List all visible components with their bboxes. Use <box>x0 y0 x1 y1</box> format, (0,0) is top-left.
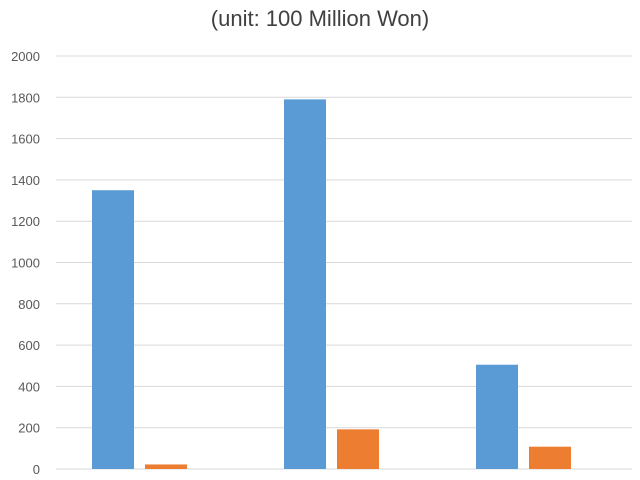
y-tick-label-1200: 1200 <box>11 214 40 229</box>
y-tick-label-2000: 2000 <box>11 49 40 64</box>
chart-subtitle: (unit: 100 Million Won) <box>210 6 430 31</box>
y-tick-label-0: 0 <box>33 462 40 477</box>
y-tick-label-200: 200 <box>18 421 40 436</box>
y-tick-label-1600: 1600 <box>11 132 40 147</box>
bar-series2-category2 <box>337 429 379 469</box>
y-tick-label-1000: 1000 <box>11 256 40 271</box>
bar-series2-category3 <box>529 446 571 469</box>
y-tick-label-400: 400 <box>18 379 40 394</box>
y-tick-label-600: 600 <box>18 338 40 353</box>
bar-series1-category1 <box>92 190 134 469</box>
bar-series1-category2 <box>284 99 326 470</box>
bar-series2-category1 <box>145 464 187 469</box>
bar-series1-category3 <box>476 364 518 469</box>
y-tick-label-1800: 1800 <box>11 90 40 105</box>
y-tick-label-1400: 1400 <box>11 173 40 188</box>
y-tick-label-800: 800 <box>18 297 40 312</box>
